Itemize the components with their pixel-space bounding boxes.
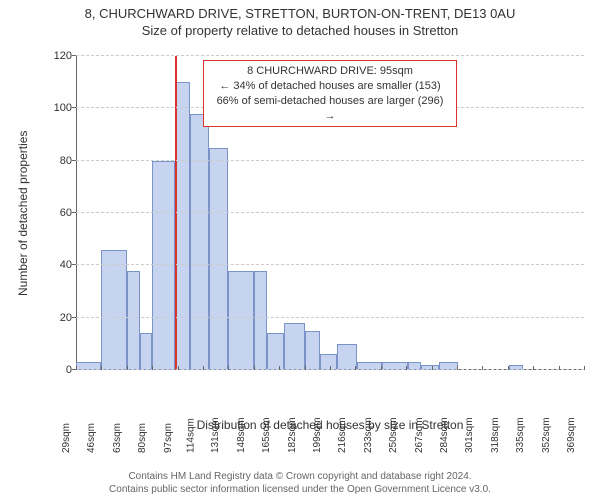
plot-area: 8 CHURCHWARD DRIVE: 95sqm ← 34% of detac… (76, 56, 584, 370)
x-tick-mark (305, 366, 306, 370)
histogram-bar (284, 323, 305, 370)
info-line-2: ← 34% of detached houses are smaller (15… (212, 79, 448, 94)
y-tick: 20 (60, 312, 72, 324)
x-tick-mark (254, 366, 255, 370)
y-tick-mark (72, 264, 76, 265)
y-tick: 120 (54, 50, 72, 62)
x-tick: 29sqm (61, 423, 72, 453)
y-tick: 80 (60, 155, 72, 167)
histogram-chart: Number of detached properties 0204060801… (28, 50, 590, 428)
x-tick-mark (432, 366, 433, 370)
y-gridline (76, 160, 584, 161)
y-tick: 40 (60, 259, 72, 271)
histogram-bar (337, 344, 356, 370)
x-tick-mark (101, 366, 102, 370)
x-tick-mark (127, 366, 128, 370)
x-axis-label: Distribution of detached houses by size … (76, 418, 584, 432)
x-tick-mark (152, 366, 153, 370)
marker-line (175, 56, 177, 370)
histogram-bar (209, 148, 228, 370)
y-tick-mark (72, 160, 76, 161)
histogram-bar (140, 333, 152, 370)
y-gridline (76, 212, 584, 213)
x-tick-mark (279, 366, 280, 370)
x-tick-mark (203, 366, 204, 370)
y-tick: 100 (54, 102, 72, 114)
histogram-bar (101, 250, 126, 370)
x-tick-mark (381, 366, 382, 370)
histogram-bar (228, 271, 253, 370)
histogram-bar (175, 82, 190, 370)
y-gridline (76, 55, 584, 56)
y-tick-mark (72, 317, 76, 318)
x-tick-mark (584, 366, 585, 370)
x-tick-mark (76, 366, 77, 370)
x-tick-mark (406, 366, 407, 370)
histogram-bar (305, 331, 320, 370)
y-gridline (76, 317, 584, 318)
histogram-bar (190, 114, 209, 370)
y-tick-mark (72, 107, 76, 108)
y-tick: 0 (66, 364, 72, 376)
x-tick-mark (355, 366, 356, 370)
x-tick-mark (228, 366, 229, 370)
histogram-bar (127, 271, 140, 370)
x-tick-mark (559, 366, 560, 370)
y-tick-mark (72, 55, 76, 56)
y-axis: 020406080100120 (28, 56, 76, 370)
y-tick-mark (72, 212, 76, 213)
title-sub: Size of property relative to detached ho… (0, 23, 600, 38)
attribution-line-1: Contains HM Land Registry data © Crown c… (0, 470, 600, 483)
y-gridline (76, 264, 584, 265)
histogram-bar (254, 271, 267, 370)
x-tick-mark (457, 366, 458, 370)
attribution-line-2: Contains public sector information licen… (0, 483, 600, 496)
x-tick-mark (482, 366, 483, 370)
info-line-1: 8 CHURCHWARD DRIVE: 95sqm (212, 64, 448, 79)
x-tick-mark (508, 366, 509, 370)
x-tick-mark (178, 366, 179, 370)
info-box: 8 CHURCHWARD DRIVE: 95sqm ← 34% of detac… (203, 60, 457, 127)
attribution: Contains HM Land Registry data © Crown c… (0, 470, 600, 496)
histogram-bar (267, 333, 283, 370)
title-block: 8, CHURCHWARD DRIVE, STRETTON, BURTON-ON… (0, 0, 600, 38)
histogram-bar (320, 354, 338, 370)
x-tick-mark (330, 366, 331, 370)
x-tick-mark (533, 366, 534, 370)
info-line-3: 66% of semi-detached houses are larger (… (212, 94, 448, 124)
y-tick: 60 (60, 207, 72, 219)
title-main: 8, CHURCHWARD DRIVE, STRETTON, BURTON-ON… (0, 6, 600, 21)
